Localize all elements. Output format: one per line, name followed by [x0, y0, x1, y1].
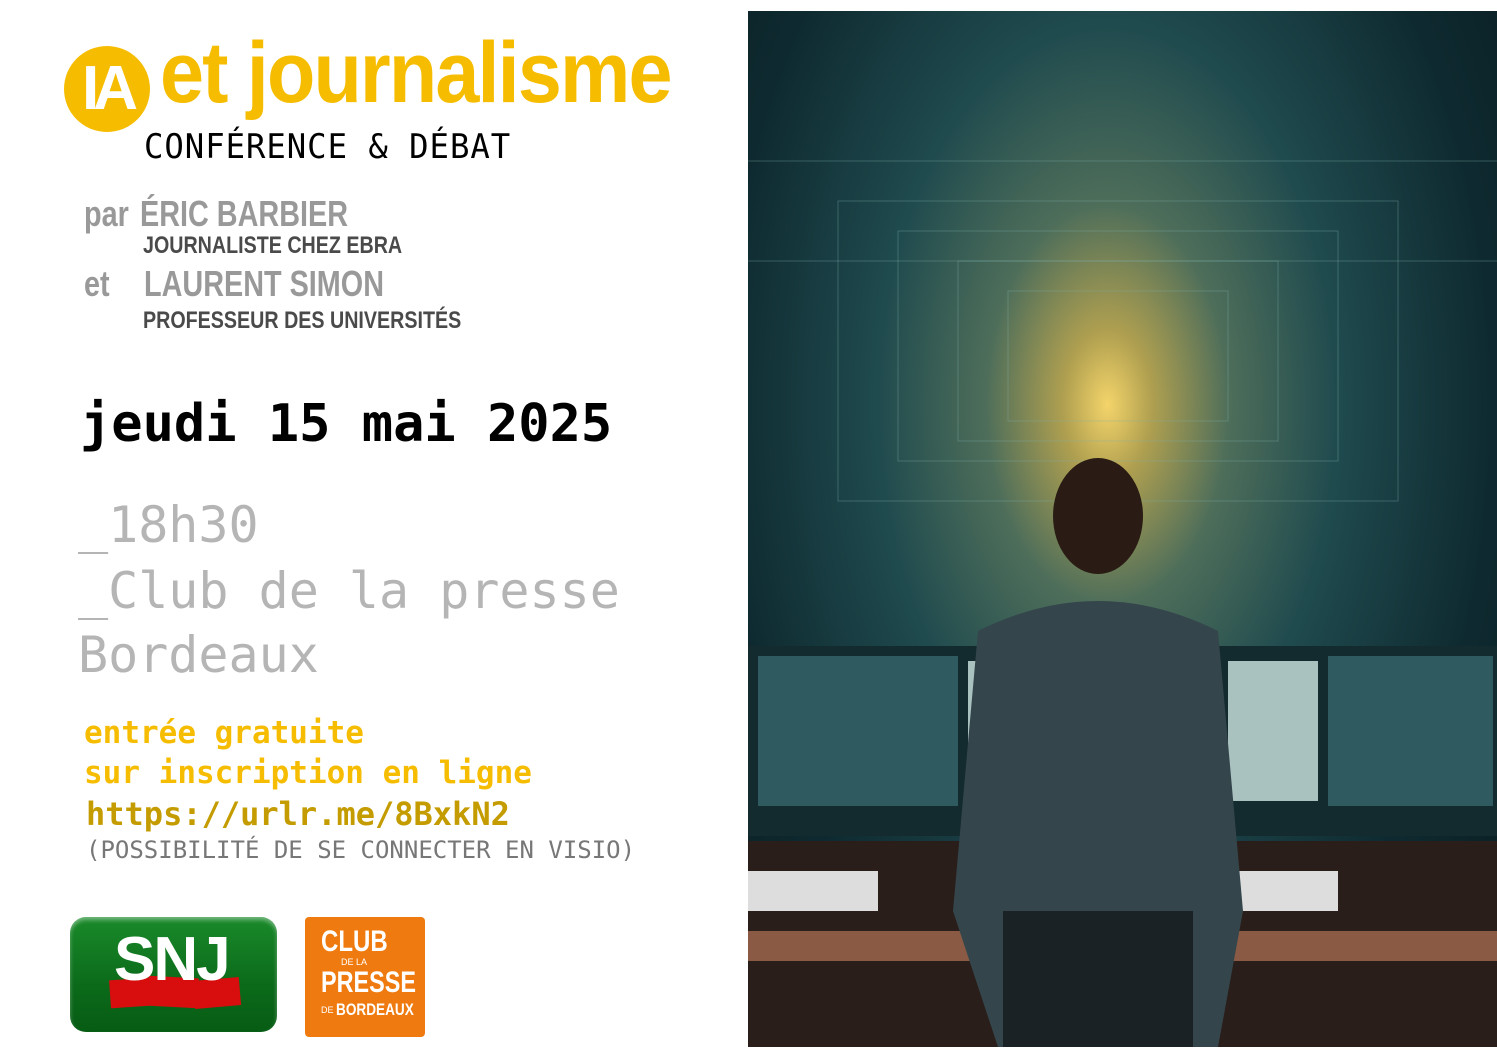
event-city: Bordeaux — [78, 626, 319, 684]
event-venue: _Club de la presse — [78, 562, 620, 620]
poster-title: et journalisme — [160, 25, 672, 121]
snj-logo: SNJ — [70, 917, 277, 1032]
illustration-graphic — [748, 160, 1497, 1047]
illustration-man-facing-data-screens — [748, 11, 1497, 1047]
registration-text: sur inscription en ligne — [84, 755, 532, 791]
ia-logo-badge: IA — [64, 46, 150, 132]
club-logo-line: CLUB — [321, 925, 388, 958]
speaker-role: JOURNALISTE CHEZ EBRA — [143, 232, 403, 259]
registration-link[interactable]: https://urlr.me/8BxkN2 — [86, 795, 510, 833]
free-entry-text: entrée gratuite — [84, 715, 364, 751]
poster-subtitle: CONFÉRENCE & DÉBAT — [144, 127, 512, 167]
club-logo-line: DE — [321, 1005, 334, 1015]
club-logo-line: BORDEAUX — [336, 1000, 414, 1019]
speaker-prefix: par — [84, 193, 129, 234]
snj-logo-text: SNJ — [114, 925, 231, 994]
event-date: jeudi 15 mai 2025 — [80, 394, 613, 454]
club-logo-line: PRESSE — [321, 966, 416, 999]
speaker-role: PROFESSEUR DES UNIVERSITÉS — [143, 307, 462, 334]
speaker-prefix: et — [84, 263, 110, 304]
club-logo-line: DE LA — [341, 957, 368, 967]
speaker-name: LAURENT SIMON — [144, 263, 384, 304]
club-presse-logo: CLUB DE LA PRESSE DE BORDEAUX — [305, 917, 425, 1037]
speaker-name: ÉRIC BARBIER — [140, 193, 349, 234]
event-time: _18h30 — [78, 496, 259, 554]
visio-note: (POSSIBILITÉ DE SE CONNECTER EN VISIO) — [86, 836, 636, 864]
